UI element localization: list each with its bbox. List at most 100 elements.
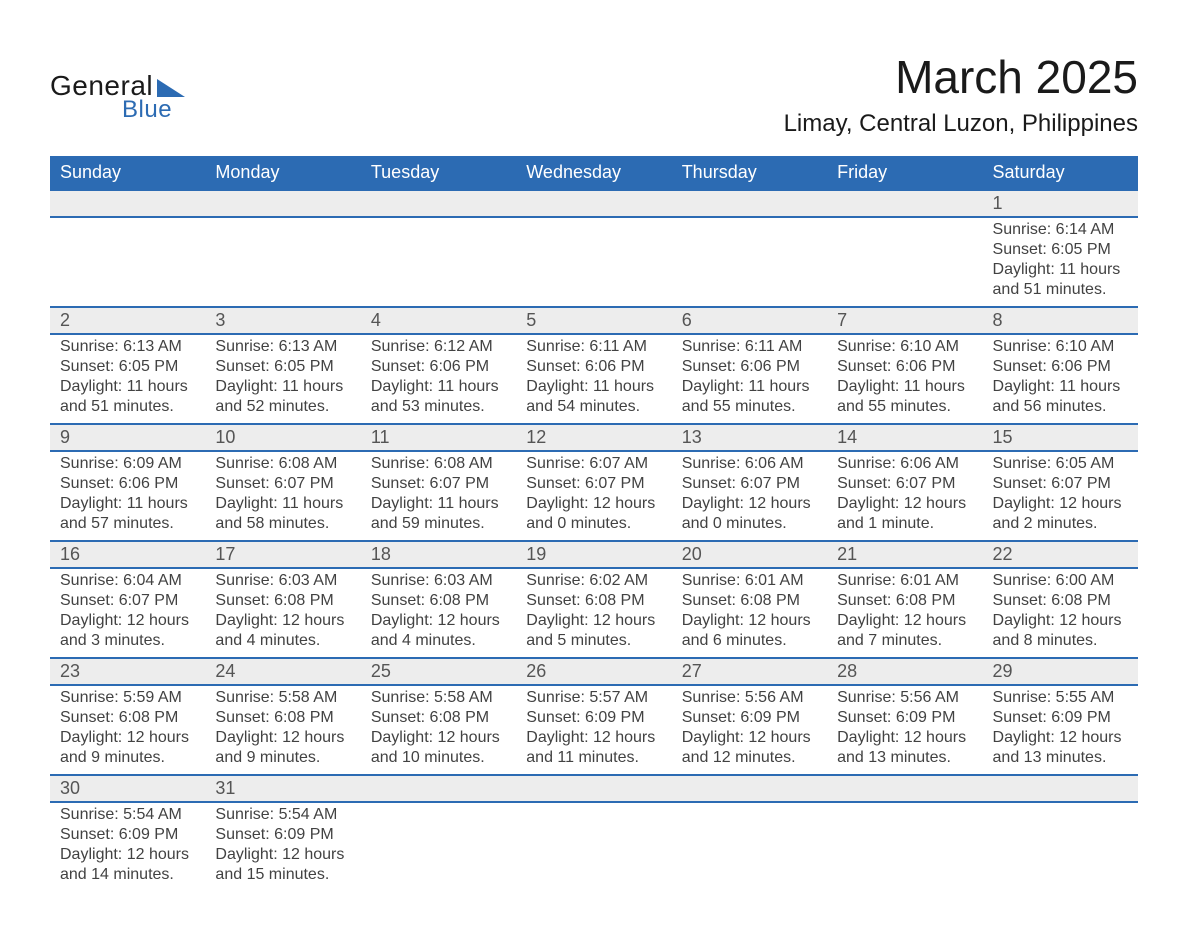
sunrise-line: Sunrise: 6:04 AM — [60, 571, 195, 591]
day-number-cell: 25 — [361, 658, 516, 685]
day-number — [827, 776, 982, 800]
day-number: 28 — [827, 659, 982, 684]
daylight-line: Daylight: 12 hours and 4 minutes. — [215, 611, 350, 651]
day-detail: Sunrise: 6:13 AMSunset: 6:05 PMDaylight:… — [205, 335, 360, 423]
day-number: 24 — [205, 659, 360, 684]
week-detail-row: Sunrise: 6:04 AMSunset: 6:07 PMDaylight:… — [50, 568, 1138, 658]
daylight-line: Daylight: 11 hours and 55 minutes. — [837, 377, 972, 417]
day-detail-cell: Sunrise: 6:13 AMSunset: 6:05 PMDaylight:… — [205, 334, 360, 424]
day-number-cell — [205, 190, 360, 217]
day-detail-cell — [672, 217, 827, 307]
sunset-line: Sunset: 6:06 PM — [682, 357, 817, 377]
sunset-line: Sunset: 6:09 PM — [526, 708, 661, 728]
sunrise-line: Sunrise: 6:12 AM — [371, 337, 506, 357]
sunset-line: Sunset: 6:09 PM — [682, 708, 817, 728]
day-number: 16 — [50, 542, 205, 567]
day-number-cell — [516, 775, 671, 802]
sunrise-line: Sunrise: 6:13 AM — [60, 337, 195, 357]
day-number-cell: 13 — [672, 424, 827, 451]
week-daynum-row: 1 — [50, 190, 1138, 217]
sunrise-line: Sunrise: 6:08 AM — [371, 454, 506, 474]
sunrise-line: Sunrise: 5:59 AM — [60, 688, 195, 708]
day-number-cell — [672, 775, 827, 802]
day-number-cell: 27 — [672, 658, 827, 685]
day-number-cell: 7 — [827, 307, 982, 334]
day-detail — [361, 803, 516, 883]
day-number-cell: 15 — [983, 424, 1138, 451]
week-daynum-row: 23242526272829 — [50, 658, 1138, 685]
week-daynum-row: 9101112131415 — [50, 424, 1138, 451]
sunset-line: Sunset: 6:09 PM — [60, 825, 195, 845]
day-detail: Sunrise: 5:57 AMSunset: 6:09 PMDaylight:… — [516, 686, 671, 774]
day-detail-cell: Sunrise: 6:07 AMSunset: 6:07 PMDaylight:… — [516, 451, 671, 541]
day-number-cell: 1 — [983, 190, 1138, 217]
week-detail-row: Sunrise: 5:54 AMSunset: 6:09 PMDaylight:… — [50, 802, 1138, 891]
day-number — [361, 191, 516, 215]
day-detail: Sunrise: 5:58 AMSunset: 6:08 PMDaylight:… — [361, 686, 516, 774]
day-number: 30 — [50, 776, 205, 801]
day-detail: Sunrise: 5:54 AMSunset: 6:09 PMDaylight:… — [50, 803, 205, 891]
day-detail: Sunrise: 6:06 AMSunset: 6:07 PMDaylight:… — [672, 452, 827, 540]
day-number: 26 — [516, 659, 671, 684]
day-number: 7 — [827, 308, 982, 333]
day-detail-cell: Sunrise: 6:03 AMSunset: 6:08 PMDaylight:… — [205, 568, 360, 658]
day-detail: Sunrise: 6:11 AMSunset: 6:06 PMDaylight:… — [672, 335, 827, 423]
day-detail: Sunrise: 6:07 AMSunset: 6:07 PMDaylight:… — [516, 452, 671, 540]
day-detail-cell: Sunrise: 6:13 AMSunset: 6:05 PMDaylight:… — [50, 334, 205, 424]
day-number: 17 — [205, 542, 360, 567]
day-number: 11 — [361, 425, 516, 450]
col-monday: Monday — [205, 156, 360, 190]
day-number-cell: 11 — [361, 424, 516, 451]
week-detail-row: Sunrise: 6:13 AMSunset: 6:05 PMDaylight:… — [50, 334, 1138, 424]
daylight-line: Daylight: 12 hours and 6 minutes. — [682, 611, 817, 651]
day-detail-cell: Sunrise: 6:08 AMSunset: 6:07 PMDaylight:… — [361, 451, 516, 541]
day-detail-cell — [516, 802, 671, 891]
day-detail: Sunrise: 6:03 AMSunset: 6:08 PMDaylight:… — [361, 569, 516, 657]
sunrise-line: Sunrise: 5:54 AM — [60, 805, 195, 825]
sunrise-line: Sunrise: 5:58 AM — [371, 688, 506, 708]
day-detail: Sunrise: 6:01 AMSunset: 6:08 PMDaylight:… — [827, 569, 982, 657]
sunset-line: Sunset: 6:08 PM — [215, 591, 350, 611]
sunrise-line: Sunrise: 5:57 AM — [526, 688, 661, 708]
day-number: 29 — [983, 659, 1138, 684]
day-detail-cell: Sunrise: 6:14 AMSunset: 6:05 PMDaylight:… — [983, 217, 1138, 307]
daylight-line: Daylight: 12 hours and 9 minutes. — [215, 728, 350, 768]
daylight-line: Daylight: 11 hours and 51 minutes. — [60, 377, 195, 417]
day-number: 10 — [205, 425, 360, 450]
daylight-line: Daylight: 12 hours and 5 minutes. — [526, 611, 661, 651]
sunrise-line: Sunrise: 6:11 AM — [526, 337, 661, 357]
sunset-line: Sunset: 6:07 PM — [993, 474, 1128, 494]
sunrise-line: Sunrise: 6:09 AM — [60, 454, 195, 474]
daylight-line: Daylight: 12 hours and 0 minutes. — [682, 494, 817, 534]
sunrise-line: Sunrise: 6:01 AM — [837, 571, 972, 591]
sunset-line: Sunset: 6:09 PM — [837, 708, 972, 728]
logo: General Blue — [50, 70, 185, 124]
sunrise-line: Sunrise: 5:56 AM — [682, 688, 817, 708]
day-detail-cell: Sunrise: 5:57 AMSunset: 6:09 PMDaylight:… — [516, 685, 671, 775]
day-detail: Sunrise: 5:59 AMSunset: 6:08 PMDaylight:… — [50, 686, 205, 774]
sunset-line: Sunset: 6:08 PM — [60, 708, 195, 728]
daylight-line: Daylight: 11 hours and 54 minutes. — [526, 377, 661, 417]
sunrise-line: Sunrise: 6:14 AM — [993, 220, 1128, 240]
day-number: 9 — [50, 425, 205, 450]
day-detail-cell: Sunrise: 6:02 AMSunset: 6:08 PMDaylight:… — [516, 568, 671, 658]
day-number — [983, 776, 1138, 800]
day-detail-cell: Sunrise: 5:56 AMSunset: 6:09 PMDaylight:… — [827, 685, 982, 775]
day-number-cell: 30 — [50, 775, 205, 802]
sunset-line: Sunset: 6:08 PM — [682, 591, 817, 611]
day-detail: Sunrise: 5:56 AMSunset: 6:09 PMDaylight:… — [672, 686, 827, 774]
title-block: March 2025 Limay, Central Luzon, Philipp… — [784, 50, 1138, 138]
day-detail: Sunrise: 6:08 AMSunset: 6:07 PMDaylight:… — [205, 452, 360, 540]
day-number — [50, 191, 205, 215]
day-number: 3 — [205, 308, 360, 333]
sunrise-line: Sunrise: 6:11 AM — [682, 337, 817, 357]
daylight-line: Daylight: 11 hours and 52 minutes. — [215, 377, 350, 417]
sunrise-line: Sunrise: 5:54 AM — [215, 805, 350, 825]
daylight-line: Daylight: 12 hours and 2 minutes. — [993, 494, 1128, 534]
week-detail-row: Sunrise: 6:09 AMSunset: 6:06 PMDaylight:… — [50, 451, 1138, 541]
day-number-cell — [827, 190, 982, 217]
day-number-cell — [361, 190, 516, 217]
day-detail — [672, 218, 827, 298]
day-detail-cell: Sunrise: 6:00 AMSunset: 6:08 PMDaylight:… — [983, 568, 1138, 658]
day-detail-cell — [516, 217, 671, 307]
